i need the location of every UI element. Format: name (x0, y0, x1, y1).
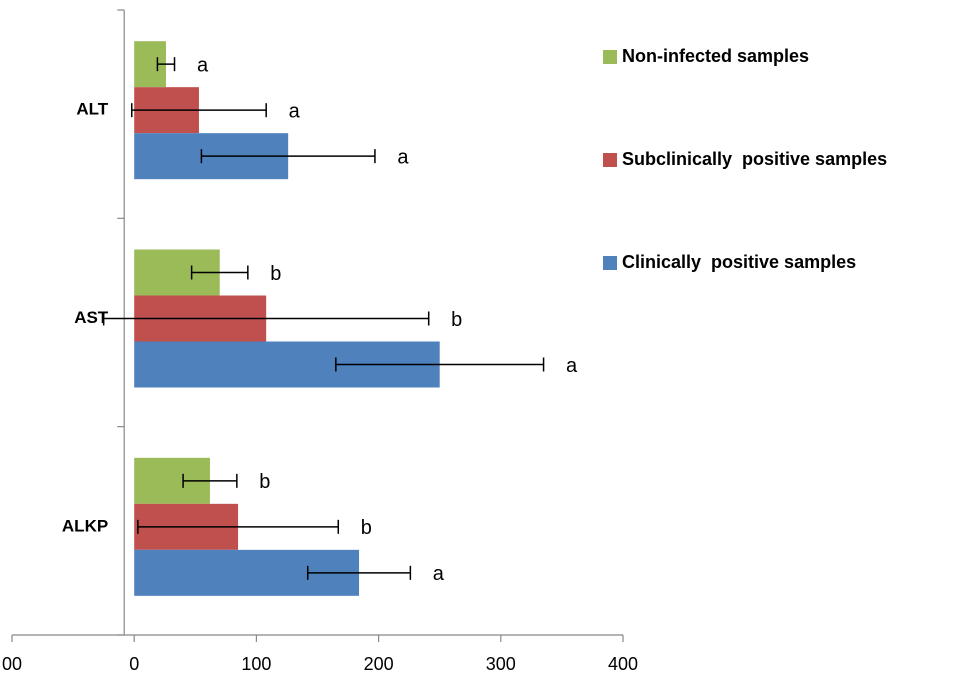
category-label: ALKP (62, 516, 108, 535)
error-bar (102, 311, 430, 326)
error-bar (335, 357, 545, 372)
x-tick-label: 0 (129, 654, 139, 674)
significance-label: a (197, 54, 209, 76)
legend-swatch (603, 153, 617, 167)
legend-swatch (603, 256, 617, 270)
significance-label: a (397, 146, 409, 168)
legend-label: Clinically positive samples (622, 252, 856, 272)
legend-label: Non-infected samples (622, 46, 809, 66)
error-bar (131, 103, 267, 118)
significance-label: a (566, 355, 578, 377)
error-bar (306, 565, 412, 580)
significance-label: b (361, 517, 372, 539)
error-bar (137, 519, 340, 534)
x-tick-label: 200 (364, 654, 394, 674)
error-bar (190, 265, 249, 280)
error-bar (156, 57, 176, 72)
x-tick-label: 400 (608, 654, 638, 674)
legend-label: Subclinically positive samples (622, 149, 887, 169)
x-tick-label: 300 (486, 654, 516, 674)
x-tick-label: 00 (2, 654, 22, 674)
error-bar (182, 473, 238, 488)
significance-label: a (433, 563, 445, 585)
significance-label: b (259, 471, 270, 493)
category-label: ALT (76, 100, 108, 119)
legend-swatch (603, 50, 617, 64)
significance-label: b (451, 309, 462, 331)
significance-label: a (289, 100, 301, 122)
category-label: AST (74, 308, 109, 327)
x-tick-label: 100 (241, 654, 271, 674)
significance-label: b (270, 263, 281, 285)
error-bar (200, 149, 376, 164)
